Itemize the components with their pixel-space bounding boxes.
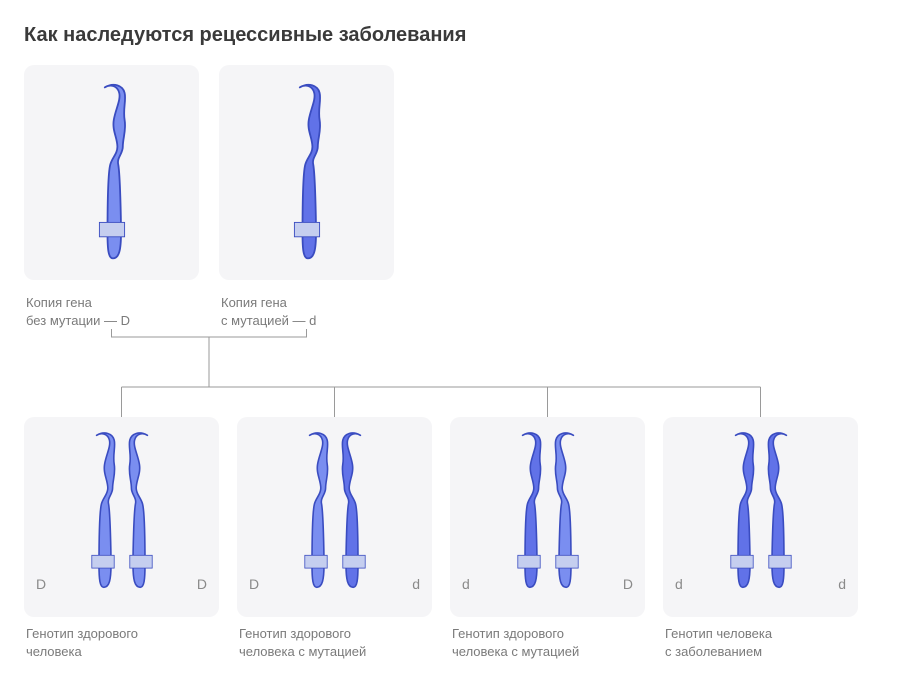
allele-label: d [838, 576, 846, 592]
chromosome-pair [87, 427, 157, 594]
chromosome-icon [726, 427, 758, 594]
parent-label-D: Копия генабез мутации — D [24, 286, 199, 329]
child-card-dd: d d [663, 417, 858, 617]
child-card-DD: D D [24, 417, 219, 617]
allele-label: d [462, 576, 470, 592]
allele-label: d [412, 576, 420, 592]
chromosome-icon [764, 427, 796, 594]
parent-label-d: Копия генас мутацией — d [219, 286, 394, 329]
allele-label: D [36, 576, 46, 592]
child-label: Генотип здоровогочеловека с мутацией [237, 625, 432, 660]
chromosome-icon [513, 427, 545, 594]
chromosome-icon [551, 427, 583, 594]
chromosome-pair [300, 427, 370, 594]
chromosome-icon [94, 77, 130, 267]
chromosome-pair [726, 427, 796, 594]
child-label: Генотип человекас заболеванием [663, 625, 858, 660]
chromosome-icon [289, 77, 325, 267]
child-card-dD: d D [450, 417, 645, 617]
parents-row [24, 65, 876, 280]
parent-card-d [219, 65, 394, 280]
chromosome-icon [87, 427, 119, 594]
child-labels: Генотип здоровогочеловека Генотип здоров… [24, 625, 876, 660]
chromosome-icon [300, 427, 332, 594]
diagram-title: Как наследуются рецессивные заболевания [24, 24, 876, 47]
chromosome-icon [338, 427, 370, 594]
child-card-Dd: D d [237, 417, 432, 617]
child-label: Генотип здоровогочеловека с мутацией [450, 625, 645, 660]
connector-area [24, 329, 876, 417]
chromosome-pair [513, 427, 583, 594]
inheritance-connector [24, 329, 876, 417]
allele-label: D [249, 576, 259, 592]
parent-card-D [24, 65, 199, 280]
parent-labels: Копия генабез мутации — D Копия генас му… [24, 286, 876, 329]
allele-label: D [623, 576, 633, 592]
allele-label: D [197, 576, 207, 592]
allele-label: d [675, 576, 683, 592]
child-label: Генотип здоровогочеловека [24, 625, 219, 660]
children-row: D D D d d D d d [24, 417, 876, 617]
chromosome-icon [125, 427, 157, 594]
